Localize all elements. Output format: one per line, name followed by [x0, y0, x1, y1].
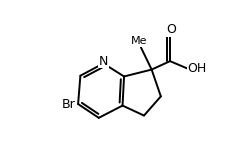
- Text: N: N: [99, 55, 108, 68]
- Text: O: O: [166, 23, 176, 36]
- Text: OH: OH: [188, 62, 207, 75]
- Text: Br: Br: [61, 98, 75, 111]
- Text: Me: Me: [131, 36, 148, 46]
